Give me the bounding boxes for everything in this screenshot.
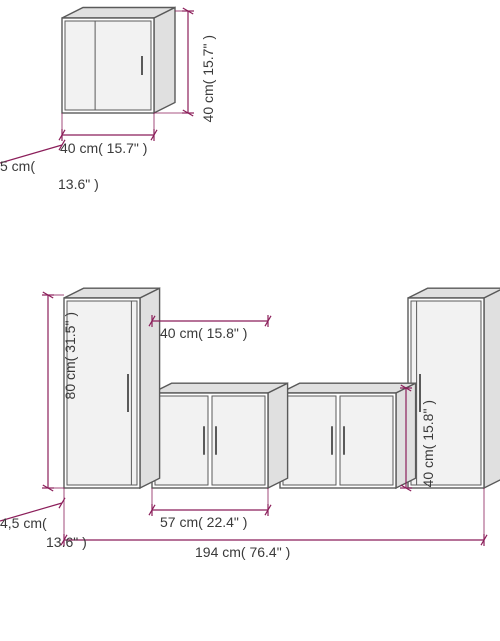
bottom-tall-height-label: 80 cm( 31.5" ) [62,312,78,399]
bottom-top-width-label: 40 cm( 15.8" ) [160,325,247,341]
bottom-depth-label-a: 4,5 cm( [0,515,47,531]
bottom-low-width-label: 57 cm( 22.4" ) [160,514,247,530]
top-width-label: 40 cm( 15.7" ) [60,140,147,156]
top-depth-label-b: 13.6" ) [58,176,99,192]
top-depth-label-a: 5 cm( [0,158,35,174]
top-height-label: 40 cm( 15.7" ) [200,35,216,122]
bottom-low-height-label: 40 cm( 15.8" ) [420,400,436,487]
bottom-depth-label-b: 13.6" ) [46,534,87,550]
bottom-total-width-label: 194 cm( 76.4" ) [195,544,290,560]
diagram-canvas: 40 cm( 15.7" ) 40 cm( 15.7" ) 5 cm( 13.6… [0,0,500,641]
